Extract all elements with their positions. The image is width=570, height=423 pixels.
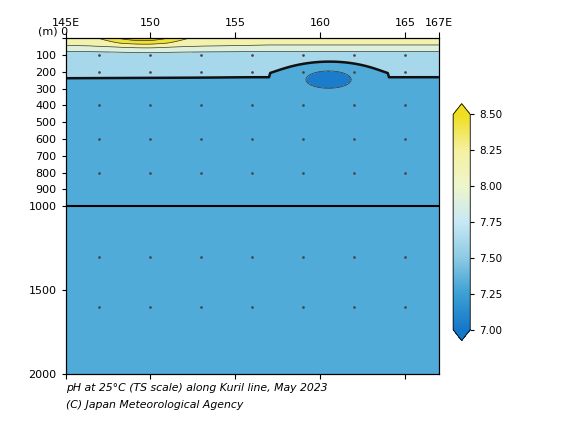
PathPatch shape [453,104,470,114]
Text: (m) 0: (m) 0 [38,26,68,36]
Text: (C) Japan Meteorological Agency: (C) Japan Meteorological Agency [66,400,243,410]
PathPatch shape [453,330,470,341]
Text: pH at 25°C (TS scale) along Kuril line, May 2023: pH at 25°C (TS scale) along Kuril line, … [66,383,327,393]
